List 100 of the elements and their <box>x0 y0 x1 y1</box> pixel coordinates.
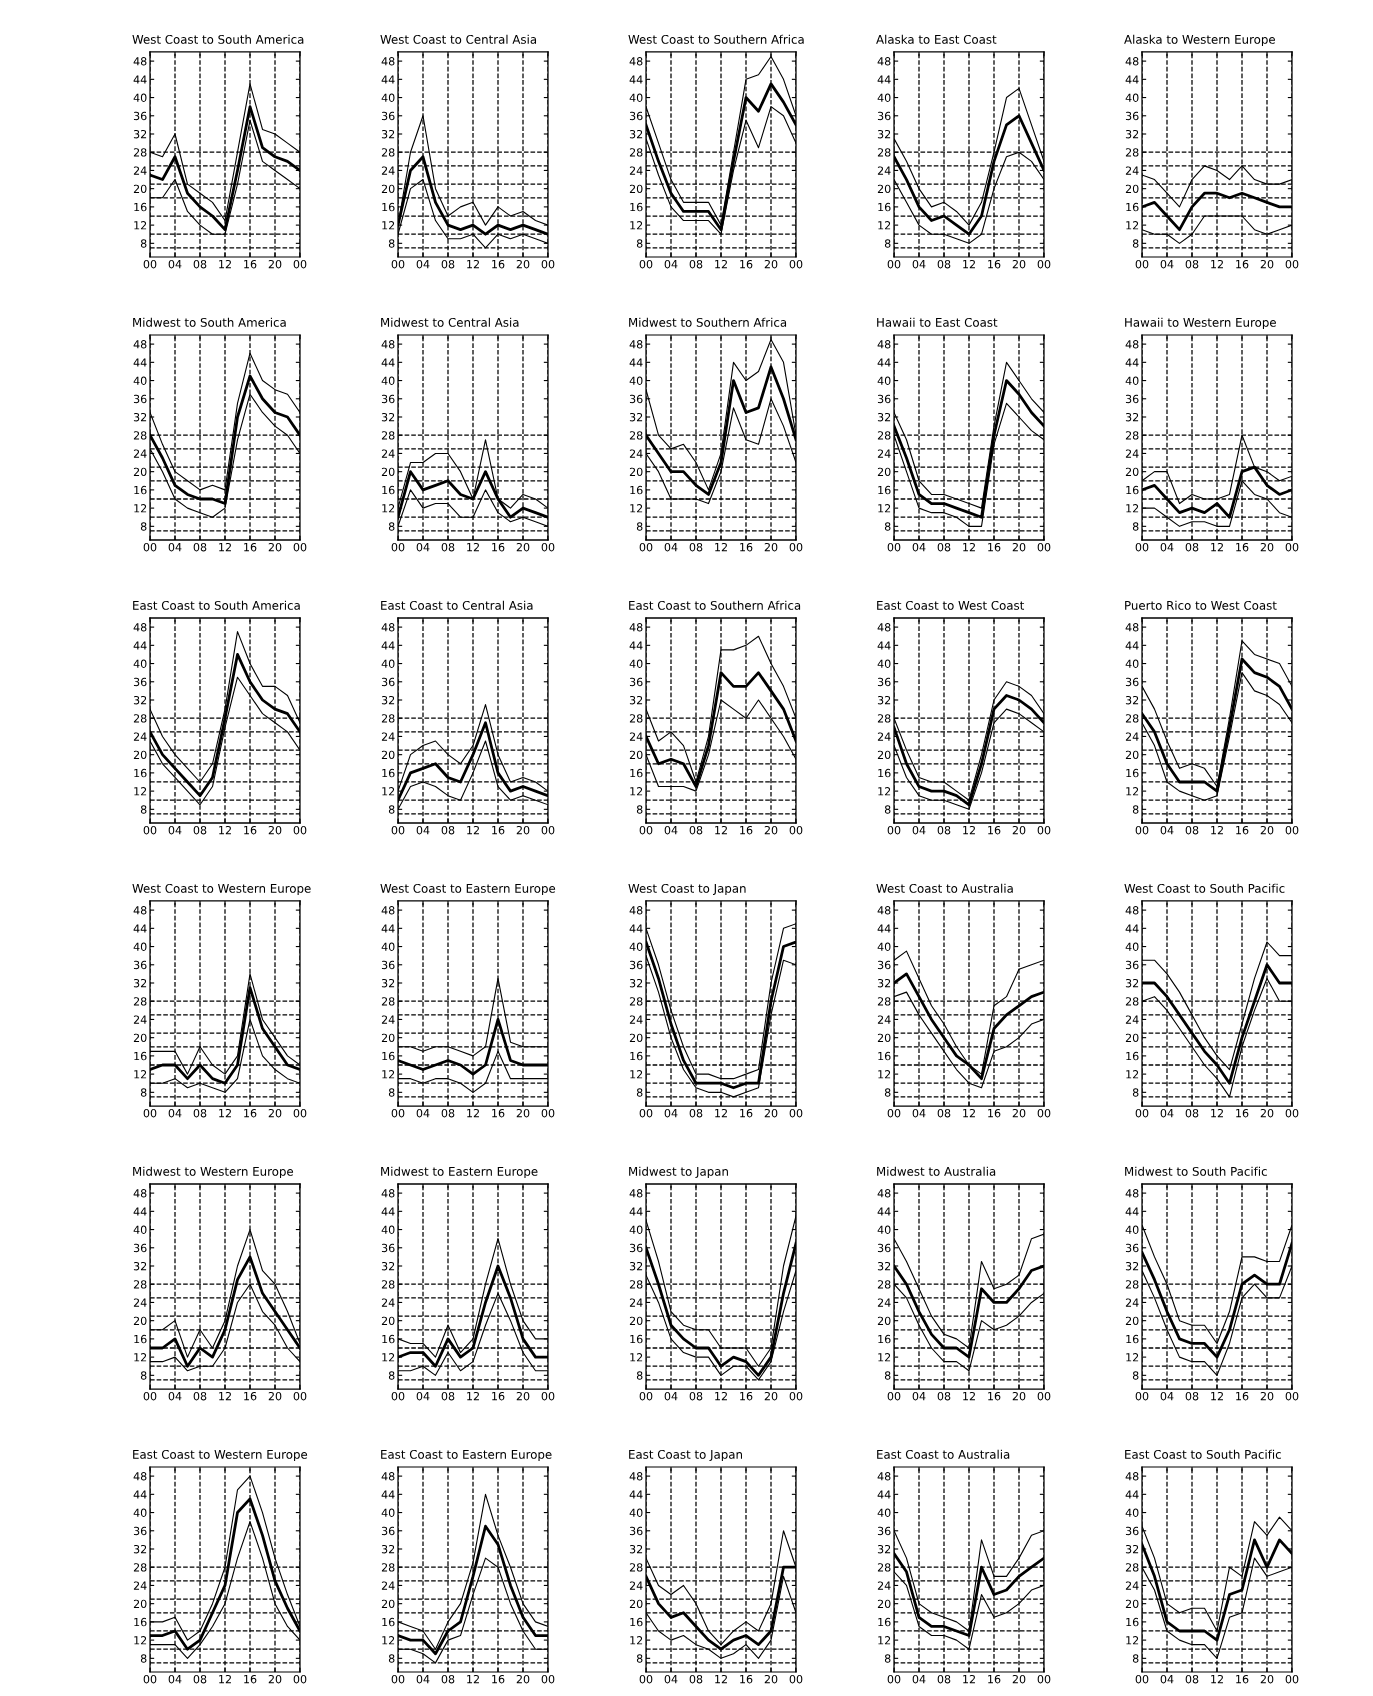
x-tick-label: 08 <box>689 1391 703 1401</box>
x-tick-label: 00 <box>639 259 653 269</box>
y-tick-label: 48 <box>381 1189 395 1198</box>
y-tick-label: 8 <box>1132 522 1139 531</box>
x-tick-label: 20 <box>1012 542 1026 552</box>
x-tick-label: 20 <box>268 1391 282 1401</box>
x-tick-label: 08 <box>193 1108 207 1118</box>
y-tick-label: 36 <box>381 1243 395 1253</box>
y-tick-label: 12 <box>1126 1353 1139 1362</box>
x-tick-label: 00 <box>1135 542 1149 552</box>
y-tick-label: 8 <box>636 522 643 531</box>
chart-title: Midwest to Eastern Europe <box>381 1166 538 1179</box>
x-tick-label: 20 <box>516 825 530 835</box>
y-tick-label: 12 <box>878 1070 891 1079</box>
y-tick-label: 32 <box>629 412 643 422</box>
y-tick-label: 20 <box>877 1599 891 1609</box>
y-tick-label: 12 <box>1126 787 1139 796</box>
y-tick-label: 8 <box>388 805 395 814</box>
x-tick-label: 00 <box>1135 1674 1149 1684</box>
x-tick-label: 20 <box>268 259 282 269</box>
y-tick-label: 8 <box>388 239 395 248</box>
y-tick-label: 48 <box>1125 1472 1139 1481</box>
chart-title: West Coast to South Pacific <box>1124 883 1285 893</box>
y-tick-label: 12 <box>630 1070 643 1079</box>
x-tick-label: 00 <box>1135 259 1149 269</box>
y-tick-label: 28 <box>133 1280 147 1289</box>
y-tick-label: 32 <box>381 695 395 705</box>
y-tick-label: 48 <box>629 1189 643 1198</box>
x-tick-label: 08 <box>689 259 703 269</box>
y-tick-label: 44 <box>629 641 643 650</box>
y-tick-label: 28 <box>629 714 643 723</box>
x-tick-label: 12 <box>1211 259 1223 269</box>
y-tick-label: 28 <box>877 714 891 723</box>
x-tick-label: 20 <box>516 542 530 552</box>
y-tick-label: 8 <box>884 1654 891 1663</box>
y-tick-label: 16 <box>630 1334 643 1344</box>
y-tick-label: 16 <box>630 1051 643 1061</box>
chart-title: West Coast to South America <box>132 34 304 44</box>
y-tick-label: 36 <box>1125 1243 1139 1253</box>
x-tick-label: 00 <box>293 1108 307 1118</box>
x-tick-label: 00 <box>1285 1674 1299 1684</box>
x-tick-label: 16 <box>244 825 257 835</box>
y-tick-label: 40 <box>877 942 891 951</box>
y-tick-label: 48 <box>1125 623 1139 632</box>
y-tick-label: 24 <box>629 166 643 175</box>
x-tick-label: 00 <box>293 542 307 552</box>
y-tick-label: 20 <box>381 1033 395 1043</box>
y-tick-label: 40 <box>877 659 891 668</box>
x-tick-label: 00 <box>391 259 405 269</box>
y-tick-label: 28 <box>877 431 891 440</box>
y-tick-label: 16 <box>134 202 147 212</box>
y-tick-label: 12 <box>878 221 891 230</box>
x-tick-label: 12 <box>219 825 231 835</box>
y-tick-label: 44 <box>1125 924 1139 933</box>
y-tick-label: 44 <box>877 1207 891 1216</box>
x-tick-label: 00 <box>887 542 901 552</box>
x-tick-label: 00 <box>789 542 803 552</box>
y-tick-label: 32 <box>629 129 643 139</box>
x-tick-label: 12 <box>963 825 975 835</box>
x-tick-label: 04 <box>168 259 182 269</box>
y-tick-label: 36 <box>629 1243 643 1253</box>
y-tick-label: 44 <box>381 924 395 933</box>
x-tick-label: 20 <box>516 1108 530 1118</box>
x-tick-label: 04 <box>168 825 182 835</box>
y-tick-label: 20 <box>629 1599 643 1609</box>
x-tick-label: 20 <box>1012 1391 1026 1401</box>
y-tick-label: 12 <box>878 1353 891 1362</box>
y-tick-label: 12 <box>630 504 643 513</box>
x-tick-label: 08 <box>689 1108 703 1118</box>
x-tick-label: 16 <box>740 542 753 552</box>
chart-title: Alaska to Western Europe <box>1124 34 1276 47</box>
x-tick-label: 04 <box>416 259 430 269</box>
x-tick-label: 12 <box>715 1108 727 1118</box>
x-tick-label: 04 <box>664 825 678 835</box>
y-tick-label: 12 <box>630 1636 643 1645</box>
y-tick-label: 32 <box>877 129 891 139</box>
x-tick-label: 16 <box>988 1674 1001 1684</box>
y-tick-label: 28 <box>877 1280 891 1289</box>
y-tick-label: 8 <box>636 1371 643 1380</box>
x-tick-label: 12 <box>467 1391 479 1401</box>
x-tick-label: 00 <box>541 825 555 835</box>
chart-title: East Coast to West Coast <box>877 600 1025 610</box>
y-tick-label: 20 <box>1125 467 1139 477</box>
y-tick-label: 28 <box>381 714 395 723</box>
x-tick-label: 00 <box>639 1391 653 1401</box>
y-tick-label: 40 <box>629 659 643 668</box>
y-tick-label: 32 <box>877 1261 891 1271</box>
x-tick-label: 00 <box>1285 1391 1299 1401</box>
y-tick-label: 36 <box>629 677 643 687</box>
y-tick-label: 32 <box>381 978 395 988</box>
y-tick-label: 12 <box>134 1070 147 1079</box>
y-tick-label: 48 <box>877 1472 891 1481</box>
x-tick-label: 00 <box>1135 825 1149 835</box>
y-tick-label: 36 <box>877 1526 891 1536</box>
x-tick-label: 20 <box>764 259 778 269</box>
y-tick-label: 44 <box>133 1207 147 1216</box>
x-tick-label: 04 <box>168 1108 182 1118</box>
y-tick-label: 8 <box>140 1371 147 1380</box>
chart-title: Alaska to East Coast <box>876 34 997 44</box>
y-tick-label: 28 <box>877 148 891 157</box>
